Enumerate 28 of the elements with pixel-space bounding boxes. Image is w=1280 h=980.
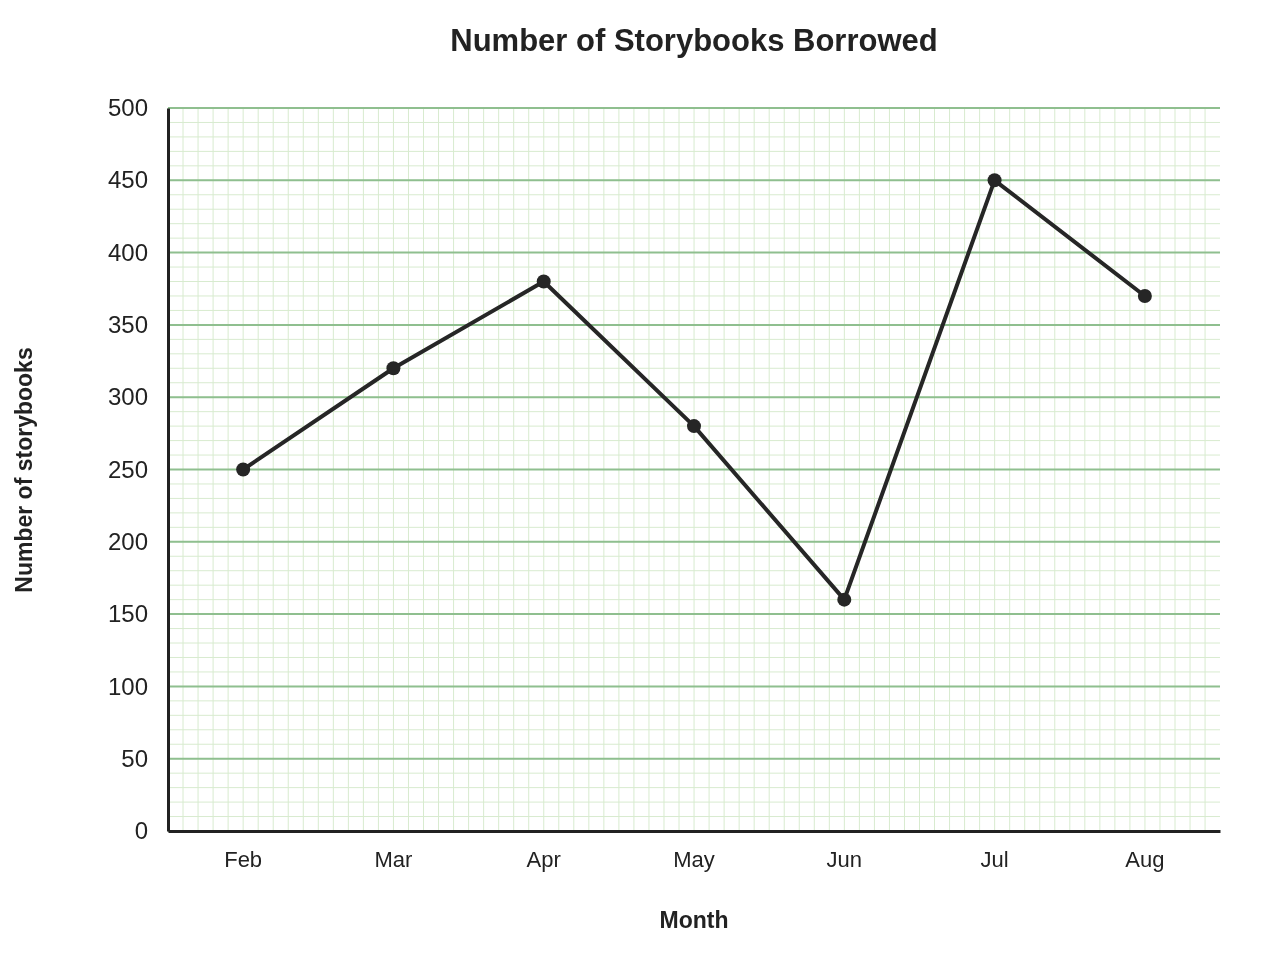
y-tick-label: 350: [107, 311, 148, 339]
x-tick-label: Apr: [526, 846, 561, 872]
y-tick-label: 150: [107, 600, 148, 628]
y-tick-label: 200: [107, 527, 148, 555]
x-tick-label: Mar: [374, 846, 413, 872]
y-tick-label: 100: [107, 672, 148, 700]
y-tick-label: 400: [107, 238, 148, 266]
x-tick-label: Feb: [224, 846, 263, 872]
point: [386, 361, 401, 376]
point: [536, 274, 551, 289]
point: [236, 462, 251, 477]
y-tick-label: 450: [107, 166, 148, 194]
x-tick-label: Jul: [980, 846, 1009, 872]
point: [1137, 288, 1152, 303]
point: [987, 173, 1002, 188]
y-tick-label: 50: [121, 744, 148, 772]
chart-title: Number of Storybooks Borrowed: [450, 23, 938, 58]
x-tick-label: May: [673, 846, 715, 872]
y-axis-title: Number of storybooks: [11, 347, 37, 593]
point: [687, 419, 701, 434]
point: [837, 592, 852, 607]
x-tick-label: Aug: [1125, 846, 1165, 872]
y-tick-label: 250: [107, 455, 148, 483]
x-tick-label: Jun: [826, 846, 863, 872]
x-axis-title: Month: [659, 907, 729, 933]
y-tick-label: 300: [107, 383, 148, 411]
y-tick-label: 500: [107, 94, 148, 122]
y-tick-label: 0: [134, 817, 148, 845]
